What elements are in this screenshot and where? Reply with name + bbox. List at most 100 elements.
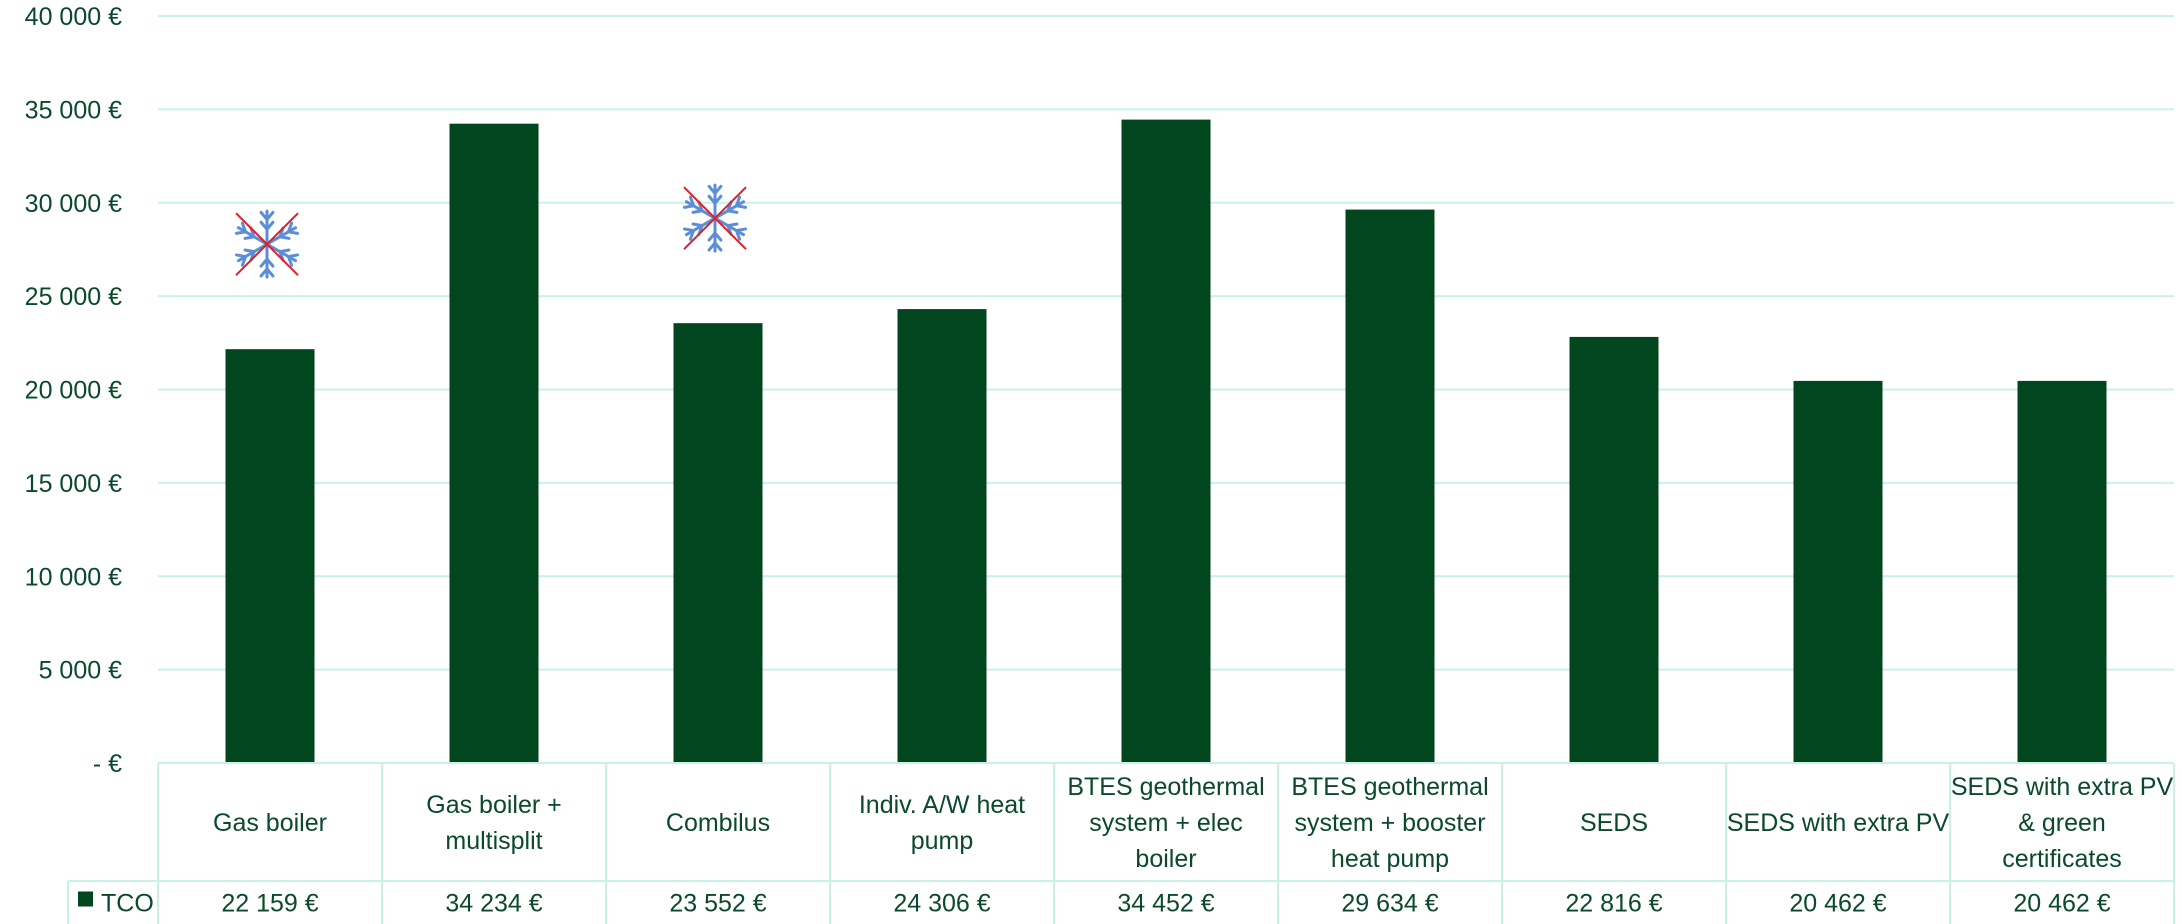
- y-tick-label: 30 000 €: [25, 190, 122, 218]
- table-value: 22 159 €: [221, 890, 318, 918]
- x-category-label-line: SEDS with extra PV: [1727, 809, 1950, 837]
- x-category-label: SEDS with extra PV: [1727, 809, 1950, 837]
- snowflake-branch: [286, 253, 300, 259]
- snowflake-branch: [734, 195, 742, 208]
- bars: [225, 119, 2107, 764]
- snowflake-branch: [713, 241, 723, 252]
- legend-swatch: [78, 891, 93, 907]
- snowflake-icon: [234, 209, 300, 279]
- snowflake-branch: [682, 204, 696, 209]
- x-category-label-line: heat pump: [1331, 845, 1449, 873]
- snowflake-branch: [734, 227, 748, 233]
- x-category-label: SEDS with extra PV & green certificates: [1951, 773, 2174, 873]
- x-category-label-line: system + booster: [1294, 809, 1485, 837]
- snowflake-branch: [259, 220, 269, 231]
- legend-label: TCO: [101, 890, 154, 918]
- snowflake-branch: [240, 255, 248, 267]
- y-tick-label: 5 000 €: [39, 657, 123, 685]
- data-table: Gas boiler Gas boiler + multisplit Combilus…: [67, 762, 2175, 924]
- table-value: 22 816 €: [1565, 890, 1662, 918]
- snowflake-branch: [243, 235, 256, 240]
- snowflake-branch: [691, 222, 704, 228]
- no-cooling-icon: [682, 183, 748, 253]
- x-category-label: Combilus: [666, 809, 770, 837]
- x-category-label-line: BTES geothermal: [1291, 773, 1488, 801]
- x-category-label-line: Gas boiler: [213, 809, 327, 837]
- cross-line: [683, 186, 747, 250]
- bar: [673, 323, 763, 763]
- snowflake-branch: [240, 221, 248, 234]
- y-tick-label: 25 000 €: [25, 283, 122, 311]
- x-category-label: Gas boiler: [213, 809, 327, 837]
- bar: [1793, 380, 1883, 763]
- snowflake-branch: [278, 235, 291, 240]
- snowflake-branch: [259, 257, 269, 268]
- snowflake-branch: [682, 227, 696, 233]
- snowflake-branch: [286, 230, 300, 235]
- x-category-label-line: Indiv. A/W heat: [859, 791, 1025, 819]
- x-category-label-line: & green: [2018, 809, 2106, 837]
- snowflake-branch: [243, 248, 256, 254]
- y-tick-label: - €: [93, 750, 122, 778]
- snowflake-branch: [234, 230, 248, 235]
- table-value: 24 306 €: [893, 890, 990, 918]
- table-value: 29 634 €: [1341, 890, 1438, 918]
- snowflake-branch: [265, 267, 275, 278]
- snowflake-branch: [286, 255, 294, 267]
- annotation-icons: [234, 183, 748, 279]
- x-category-label: Gas boiler + multisplit: [426, 791, 562, 855]
- no-cooling-icon: [234, 209, 300, 279]
- snowflake-branch: [691, 209, 704, 214]
- snowflake-branch: [688, 229, 696, 241]
- x-category-label-line: boiler: [1135, 845, 1196, 873]
- bar: [225, 349, 315, 763]
- x-category-label-line: SEDS with extra PV: [1951, 773, 2174, 801]
- table-value: 20 462 €: [2013, 890, 2110, 918]
- snowflake-branch: [713, 184, 723, 195]
- x-category-label-line: Gas boiler +: [426, 791, 562, 819]
- y-tick-label: 20 000 €: [25, 377, 122, 405]
- snowflake-branch: [234, 253, 248, 259]
- snowflake-branch: [713, 231, 723, 242]
- y-tick-label: 35 000 €: [25, 96, 122, 124]
- x-category-label: BTES geothermal system + booster heat pump: [1291, 773, 1488, 873]
- bar: [897, 309, 987, 763]
- y-tick-label: 40 000 €: [25, 3, 122, 31]
- bar: [2017, 380, 2107, 763]
- table-value: 20 462 €: [1789, 890, 1886, 918]
- table-value: 34 234 €: [445, 890, 542, 918]
- y-tick-label: 10 000 €: [25, 563, 122, 591]
- x-category-label: SEDS: [1580, 809, 1648, 837]
- snowflake-branch: [707, 241, 717, 252]
- y-axis-tick-labels: - € 5 000 € 10 000 € 15 000 € 20 000 € 25 000…: [25, 3, 122, 778]
- x-category-label: Indiv. A/W heat pump: [859, 791, 1025, 855]
- snowflake-branch: [707, 194, 717, 205]
- x-category-label-line: system + elec: [1089, 809, 1243, 837]
- snowflake-branch: [278, 248, 291, 254]
- snowflake-branch: [688, 195, 696, 208]
- x-category-label-line: pump: [911, 827, 974, 855]
- snowflake-branch: [265, 257, 275, 268]
- snowflake-branch: [734, 204, 748, 209]
- snowflake-branch: [726, 209, 739, 214]
- snowflake-branch: [265, 220, 275, 231]
- snowflake-branch: [707, 231, 717, 242]
- snowflake-branch: [726, 222, 739, 228]
- snowflake-branch: [259, 210, 269, 221]
- x-category-label-line: Combilus: [666, 809, 770, 837]
- cross-line: [235, 212, 299, 276]
- snowflake-branch: [734, 229, 742, 241]
- snowflake-branch: [259, 267, 269, 278]
- bar: [1121, 119, 1211, 764]
- x-category-label-line: BTES geothermal: [1067, 773, 1264, 801]
- x-category-label-line: SEDS: [1580, 809, 1648, 837]
- bar: [1345, 209, 1435, 763]
- snowflake-branch: [707, 184, 717, 195]
- snowflake-branch: [286, 221, 294, 234]
- snowflake-branch: [265, 210, 275, 221]
- snowflake-branch: [713, 194, 723, 205]
- table-value: 23 552 €: [669, 890, 766, 918]
- bar: [1569, 336, 1659, 763]
- x-category-label-line: multisplit: [445, 827, 542, 855]
